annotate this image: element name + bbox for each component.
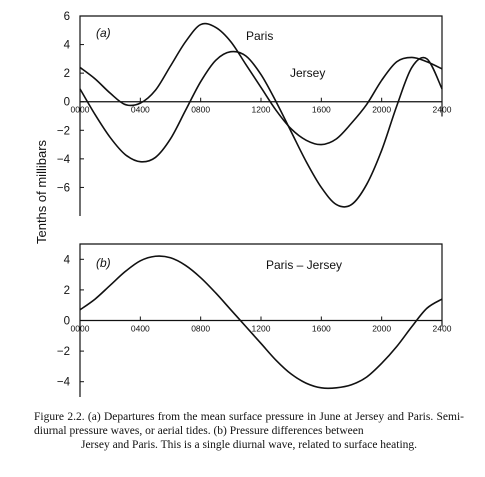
caption-line-1: Figure 2.2. (a) Departures from the mean…: [34, 411, 405, 423]
x-tick-label: 2400: [433, 105, 452, 115]
x-tick-label: 0400: [131, 324, 150, 334]
x-tick-label: 0000: [71, 105, 90, 115]
y-tick-label: 4: [64, 254, 71, 266]
series-line-jersey: [79, 50, 443, 208]
x-tick-label: 2400: [433, 324, 452, 334]
series-label: Paris – Jersey: [266, 258, 342, 272]
series-label: Jersey: [290, 66, 325, 80]
y-tick-label: 2: [64, 68, 70, 80]
panel-frame: [79, 15, 443, 216]
x-tick-label: 2000: [372, 105, 391, 115]
y-tick-label: 0: [64, 97, 70, 109]
x-tick-label: 1600: [312, 105, 331, 115]
y-axis-label: Tenths of millibars: [34, 139, 49, 244]
y-tick-label: 2: [64, 285, 70, 297]
x-tick-label: 2000: [372, 324, 391, 334]
y-tick-label: −4: [57, 154, 71, 166]
x-tick-label: 1200: [252, 105, 271, 115]
caption-line-3: Jersey and Paris. This is a single diurn…: [80, 439, 418, 451]
series-line-paris: [79, 22, 443, 146]
panel-b-chart: 0000 0400 0800 1200 1600 2000 2400 4 2 0 −2 −4 (b) Pa…: [57, 243, 452, 397]
caption-line-2: Paris. Semi-diurnal pressure waves, or a…: [34, 411, 464, 437]
x-tick-label: 0800: [191, 105, 210, 115]
y-tick-label: −6: [57, 182, 70, 194]
y-tick-label: 4: [64, 40, 71, 52]
figure-caption: Figure 2.2. (a) Departures from the mean…: [34, 410, 464, 452]
panel-label: (a): [96, 26, 111, 40]
y-tick-label: 6: [64, 11, 70, 23]
series-label: Paris: [246, 29, 273, 43]
y-tick-label: 0: [64, 316, 70, 328]
x-tick-label: 0800: [191, 324, 210, 334]
panel-a-chart: 0000 0400 0800 1200 1600 2000 2400 6 4 2 0 −2 −4 −6 (a…: [57, 11, 452, 216]
y-tick-label: −2: [57, 125, 70, 137]
y-tick-label: −4: [57, 377, 71, 389]
y-tick-label: −2: [57, 346, 70, 358]
panel-label: (b): [96, 256, 111, 270]
series-line-paris-jersey: [79, 255, 443, 390]
x-tick-label: 0000: [71, 324, 90, 334]
x-tick-label: 1200: [252, 324, 271, 334]
x-tick-label: 0400: [131, 105, 150, 115]
x-tick-label: 1600: [312, 324, 331, 334]
